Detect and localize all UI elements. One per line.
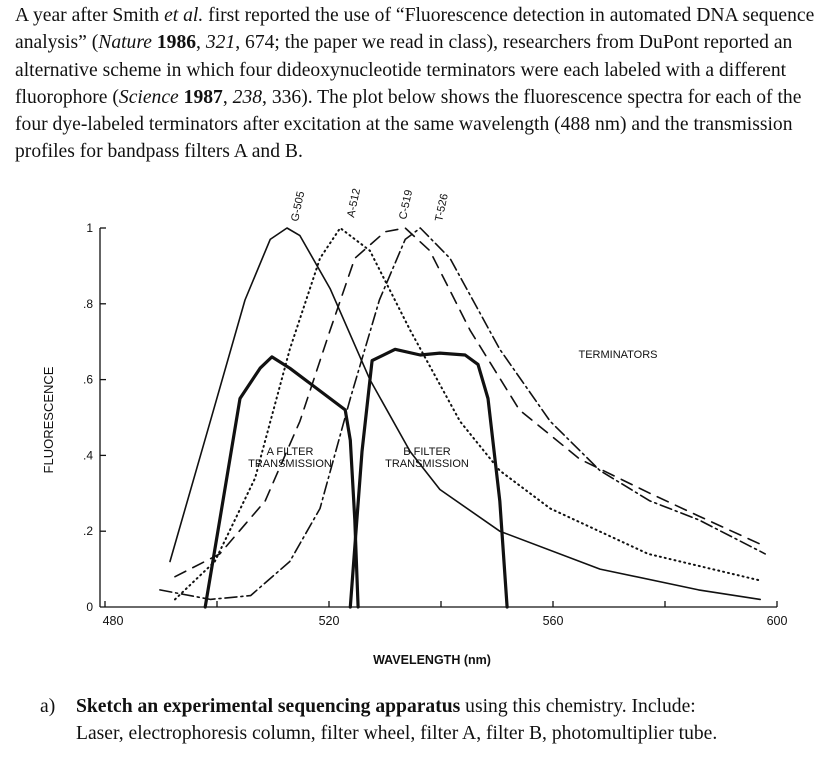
intro-segment: 1986 bbox=[156, 32, 197, 54]
intro-segment: , bbox=[222, 86, 233, 108]
x-tick-label: 480 bbox=[103, 614, 124, 628]
terminators-label: TERMINATORS bbox=[578, 349, 657, 361]
b-filter-label-2: TRANSMISSION bbox=[385, 458, 469, 470]
series-a-filter-transmission bbox=[203, 355, 360, 609]
x-tick-label: 600 bbox=[767, 614, 788, 628]
intro-paragraph: A year after Smith et al. first reported… bbox=[15, 2, 820, 166]
intro-segment: A year after Smith bbox=[15, 5, 165, 26]
question-label: a) bbox=[40, 696, 56, 717]
a-filter-label-2: TRANSMISSION bbox=[248, 458, 332, 470]
question-a: a) Sketch an experimental sequencing appa… bbox=[40, 693, 820, 747]
intro-segment: Nature bbox=[98, 32, 152, 54]
y-tick-label-zero: 0 bbox=[86, 600, 93, 614]
intro-segment: first reported the use of “Fluorescence … bbox=[15, 5, 815, 54]
series-g-505 bbox=[169, 227, 762, 601]
intro-segment: et al. bbox=[164, 5, 204, 26]
y-tick-label: .8 bbox=[83, 297, 93, 311]
y-axis-label: FLUORESCENCE bbox=[41, 366, 56, 473]
y-tick-label: 1 bbox=[86, 221, 93, 235]
intro-segment: , bbox=[196, 32, 206, 54]
b-filter-label-1: B FILTER bbox=[403, 446, 451, 458]
series-b-filter-transmission bbox=[348, 347, 509, 609]
x-tick-label: 560 bbox=[543, 614, 564, 628]
question-bold-text: Sketch an experimental sequencing appara… bbox=[76, 696, 461, 717]
y-tick-label: .2 bbox=[83, 524, 93, 538]
intro-segment: 1987 bbox=[183, 86, 223, 108]
intro-segment: 238 bbox=[232, 86, 263, 108]
intro-segment: 321 bbox=[205, 32, 236, 54]
series-a-512 bbox=[174, 227, 762, 601]
series-t-526 bbox=[159, 227, 767, 601]
series-label-c519: C-519 bbox=[397, 189, 415, 221]
intro-segment: , 674; the paper we read in class), rese… bbox=[15, 32, 793, 108]
y-tick-label: .4 bbox=[83, 448, 93, 462]
intro-segment: Science bbox=[118, 86, 179, 108]
question-text-2: Laser, electrophoresis column, filter wh… bbox=[76, 723, 718, 744]
a-filter-label-1: A FILTER bbox=[267, 446, 314, 458]
series-label-t526: T-526 bbox=[433, 193, 451, 223]
y-tick-label: .6 bbox=[83, 373, 93, 387]
series-label-a512: A-512 bbox=[345, 187, 363, 218]
question-text-1: using this chemistry. Include: bbox=[460, 696, 696, 717]
x-tick-label: 520 bbox=[319, 614, 340, 628]
series-label-g505: G-505 bbox=[289, 190, 307, 222]
intro-segment: , 336). The plot below shows the fluores… bbox=[15, 86, 802, 163]
x-axis-label: WAVELENGTH (nm) bbox=[373, 653, 491, 667]
series-c-519 bbox=[174, 227, 767, 578]
